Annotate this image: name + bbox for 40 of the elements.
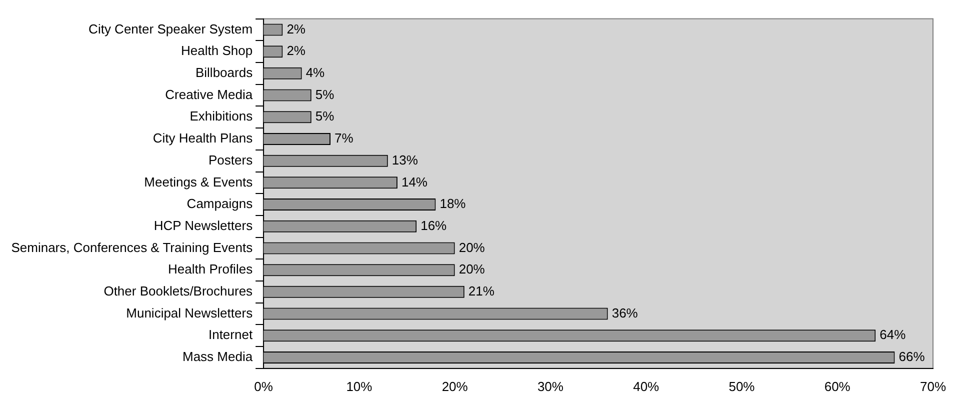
y-tick-label: City Center Speaker System [88, 21, 253, 36]
y-tick-label: Health Shop [181, 43, 253, 58]
x-tick-label: 0% [254, 378, 274, 394]
y-tick-label: HCP Newsletters [154, 218, 254, 233]
data-label: 20% [458, 240, 486, 255]
data-label: 21% [468, 284, 495, 299]
y-tick-label: Mass Media [182, 349, 254, 364]
x-tick-label: 40% [633, 378, 660, 394]
data-label: 16% [420, 218, 448, 233]
y-tick-label: Creative Media [165, 86, 254, 102]
data-label: 4% [306, 65, 326, 80]
data-label: 2% [286, 43, 306, 58]
data-label: 18% [440, 196, 466, 212]
x-tick-label: 70% [920, 378, 946, 394]
data-label: 14% [401, 174, 428, 190]
y-tick-label: Billboards [195, 65, 254, 80]
y-tick-label: Meetings & Events [144, 174, 254, 190]
y-tick-label: Campaigns [186, 196, 254, 212]
x-tick-label: 30% [537, 378, 564, 394]
data-label: 13% [392, 152, 418, 168]
y-tick-label: Other Booklets/Brochures [104, 284, 254, 299]
y-tick-label: Health Profiles [168, 262, 254, 277]
x-tick-label: 10% [346, 378, 373, 394]
data-label: 20% [458, 262, 486, 277]
y-tick-label: Posters [208, 152, 254, 168]
y-tick-label: Exhibitions [190, 108, 254, 124]
data-label: 5% [315, 86, 335, 102]
y-tick-label: Internet [208, 327, 253, 342]
y-tick-label: City Health Plans [152, 130, 254, 146]
data-label: 5% [315, 108, 335, 124]
data-label: 2% [286, 21, 306, 36]
data-label: 66% [898, 349, 926, 364]
x-tick-label: 50% [728, 378, 756, 394]
y-tick-label: Seminars, Conferences & Training Events [11, 240, 254, 255]
data-label: 36% [612, 305, 638, 320]
x-tick-label: 60% [824, 378, 851, 394]
data-label: 7% [334, 130, 354, 146]
y-tick-label: Municipal Newsletters [126, 305, 254, 320]
data-label: 64% [880, 327, 906, 342]
x-tick-label: 20% [442, 378, 468, 394]
